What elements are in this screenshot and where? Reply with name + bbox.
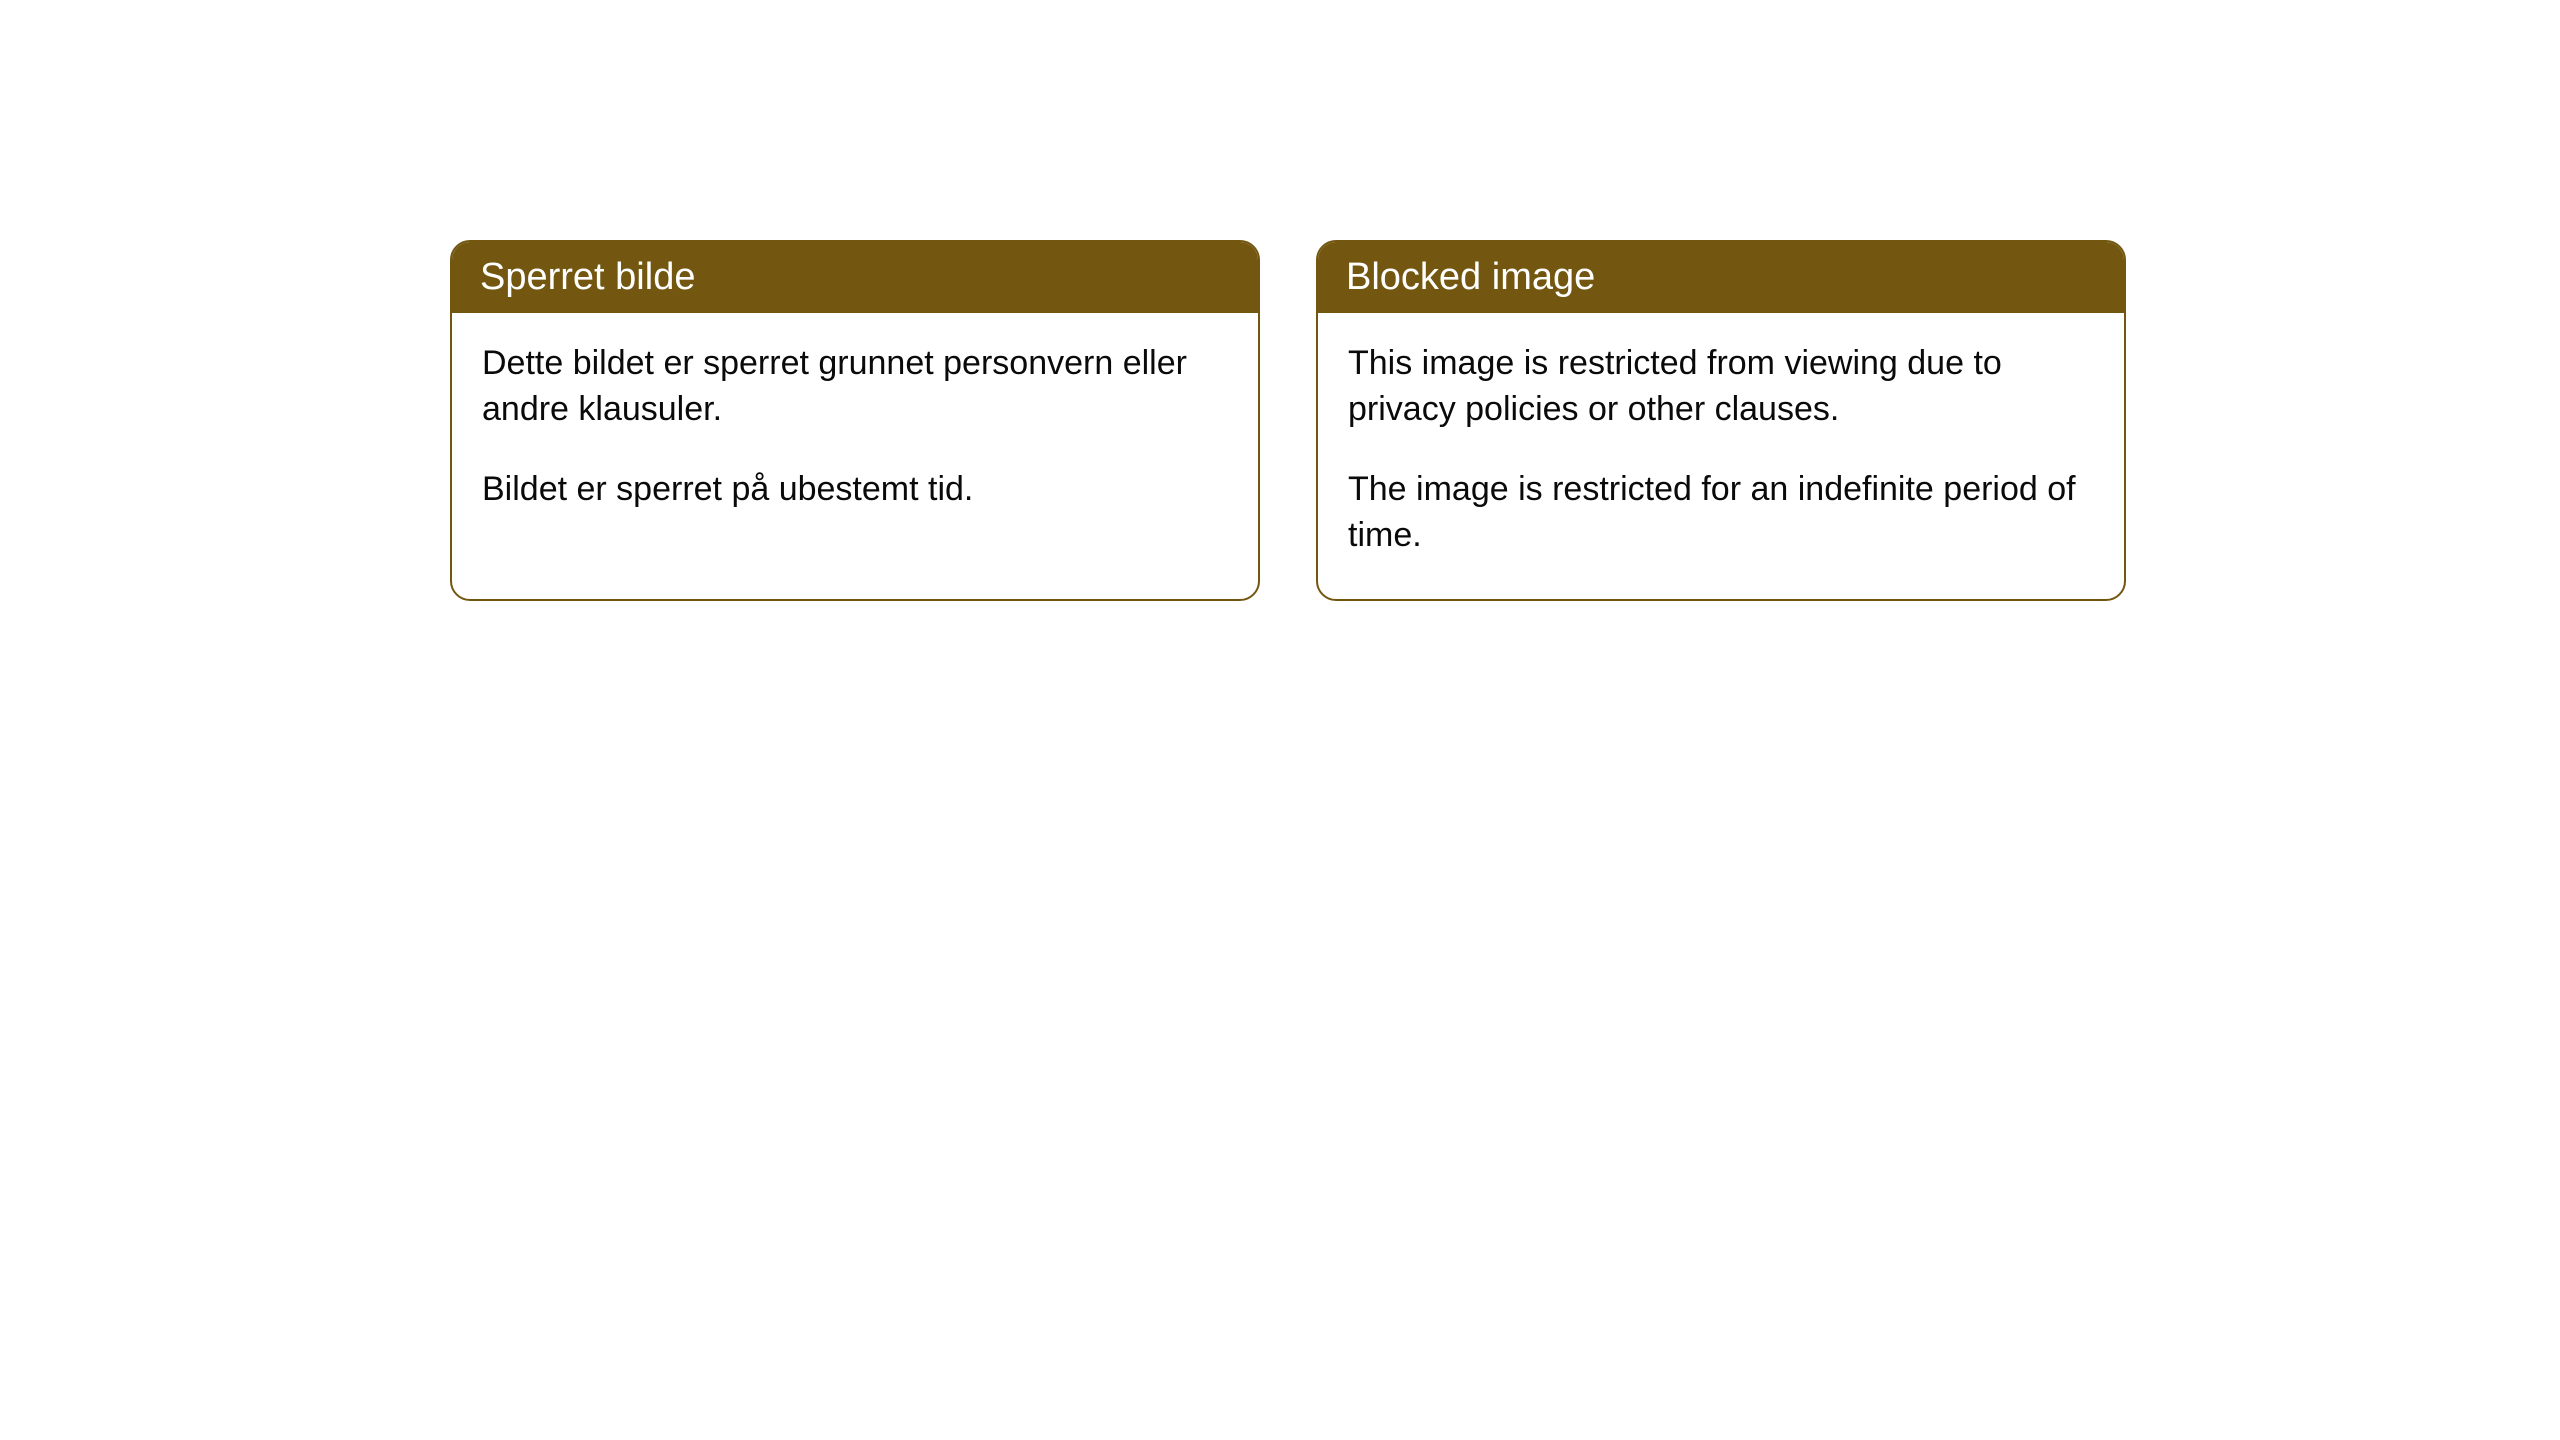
- card-header-en: Blocked image: [1318, 242, 2124, 313]
- card-paragraph-en-2: The image is restricted for an indefinit…: [1348, 467, 2094, 559]
- notice-cards-container: Sperret bilde Dette bildet er sperret gr…: [450, 240, 2126, 601]
- card-body-no: Dette bildet er sperret grunnet personve…: [452, 313, 1258, 553]
- card-paragraph-en-1: This image is restricted from viewing du…: [1348, 341, 2094, 433]
- blocked-image-card-no: Sperret bilde Dette bildet er sperret gr…: [450, 240, 1260, 601]
- card-header-no: Sperret bilde: [452, 242, 1258, 313]
- card-paragraph-no-1: Dette bildet er sperret grunnet personve…: [482, 341, 1228, 433]
- blocked-image-card-en: Blocked image This image is restricted f…: [1316, 240, 2126, 601]
- card-paragraph-no-2: Bildet er sperret på ubestemt tid.: [482, 467, 1228, 513]
- card-title-en: Blocked image: [1346, 256, 1595, 298]
- card-body-en: This image is restricted from viewing du…: [1318, 313, 2124, 599]
- card-title-no: Sperret bilde: [480, 256, 695, 298]
